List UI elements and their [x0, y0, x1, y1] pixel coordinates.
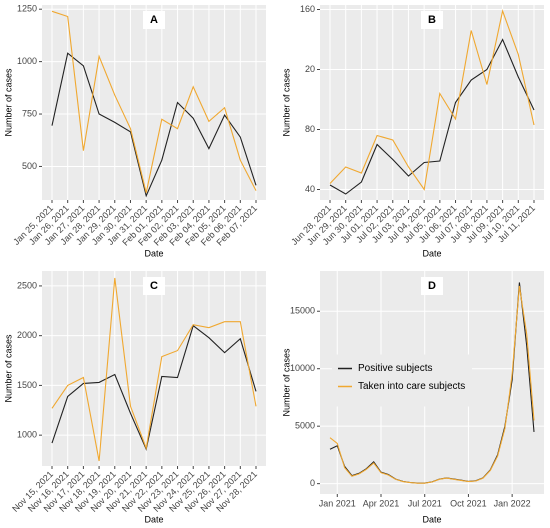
y-tick-label: 1000: [17, 56, 37, 66]
x-tick-label: Oct 2021: [450, 498, 487, 508]
x-tick-label: Jul 2021: [408, 498, 442, 508]
series-line: [51, 277, 257, 462]
y-tick-label: 1000: [17, 430, 37, 440]
chart-title: D: [428, 280, 436, 292]
chart-title: A: [150, 14, 158, 26]
y-tick-label: 500: [22, 161, 37, 171]
y-axis-label: Number of cases: [281, 348, 291, 417]
title-box: [143, 277, 165, 295]
y-axis-label: Number of cases: [3, 334, 13, 403]
x-tick-label: Apr 2021: [363, 498, 400, 508]
y-tick-label: 20: [305, 64, 315, 74]
y-axis-label: Number of cases: [281, 68, 291, 137]
title-box: [421, 277, 443, 295]
plot-background: [42, 271, 266, 466]
x-tick-label: Jan 2021: [319, 498, 356, 508]
y-tick-label: 10000: [290, 363, 315, 373]
title-box: [421, 11, 443, 29]
x-axis-label: Date: [422, 248, 441, 258]
chart-title: C: [150, 280, 158, 292]
y-tick-label: 15000: [290, 306, 315, 316]
series-line: [51, 10, 257, 193]
y-tick-label: 1500: [17, 380, 37, 390]
series-line: [51, 324, 257, 451]
chart-title: B: [428, 14, 436, 26]
y-tick-label: 2000: [17, 330, 37, 340]
series-line: [51, 52, 257, 198]
y-tick-label: 5000: [295, 421, 315, 431]
y-tick-label: 1250: [17, 4, 37, 14]
series-line: [329, 285, 535, 484]
legend-label: Positive subjects: [358, 363, 432, 374]
plot-background: [42, 5, 266, 200]
x-axis-label: Date: [144, 514, 163, 524]
y-tick-label: 0: [310, 478, 315, 488]
legend-label: Taken into care subjects: [358, 381, 465, 392]
x-axis-label: Date: [422, 514, 441, 524]
x-tick-label: Jan 2022: [494, 498, 531, 508]
title-box: [143, 11, 165, 29]
series-line: [329, 38, 535, 195]
series-line: [329, 9, 535, 191]
y-tick-label: 80: [305, 124, 315, 134]
y-axis-label: Number of cases: [3, 68, 13, 137]
legend-box: [332, 354, 472, 407]
y-tick-label: 40: [305, 184, 315, 194]
y-tick-label: 160: [300, 4, 315, 14]
y-tick-label: 750: [22, 108, 37, 118]
plot-background: [320, 5, 544, 200]
x-axis-label: Date: [144, 248, 163, 258]
y-tick-label: 2500: [17, 280, 37, 290]
